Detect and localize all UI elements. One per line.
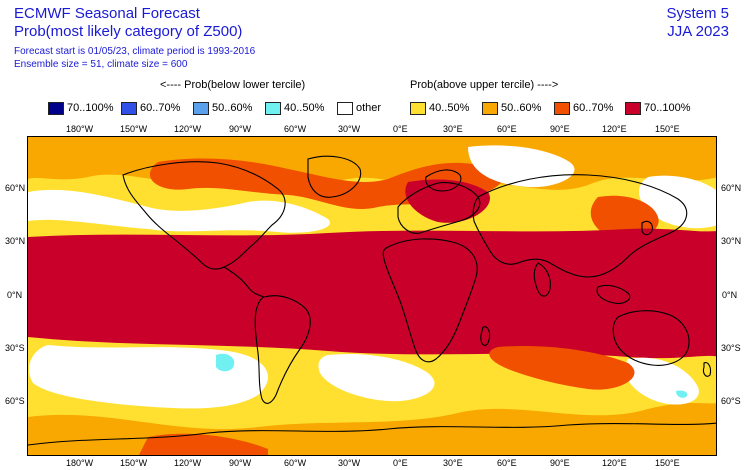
lon-label-bottom: 60°W <box>284 458 307 468</box>
legend-swatch <box>265 101 281 115</box>
lon-label-top: 150°E <box>655 124 680 134</box>
chart-title-block: ECMWF Seasonal Forecast Prob(most likely… <box>14 5 242 41</box>
lon-label-bottom: 30°W <box>338 458 361 468</box>
lon-label-top: 0°E <box>393 124 408 134</box>
legend-label: other <box>356 102 382 114</box>
europe-outline <box>397 182 481 234</box>
africa-outline <box>382 238 478 363</box>
coastlines <box>28 155 716 446</box>
antarctica-outline <box>28 422 716 446</box>
field-white-atlantic <box>28 189 330 233</box>
legend-item-above-60-70: 60..70% <box>554 100 613 116</box>
lat-label-right: 0°N <box>722 290 738 300</box>
legend-item-other: other <box>337 100 381 116</box>
legend-label: 50..60% <box>212 102 253 114</box>
legend-below-heading: <---- Prob(below lower tercile) <box>160 79 306 91</box>
maritime-continent-outline <box>596 284 631 304</box>
legend-item-below-50-60: 50..60% <box>193 100 252 116</box>
legend-item-above-50-60: 50..60% <box>482 100 541 116</box>
legend-above-heading: Prob(above upper tercile) ----> <box>410 79 559 91</box>
lat-label-left: 0°N <box>7 290 23 300</box>
legend-swatch <box>482 101 498 115</box>
lon-label-top: 60°W <box>284 124 307 134</box>
legend-item-above-70-100: 70..100% <box>625 100 690 116</box>
field-south-red-indian <box>489 345 635 390</box>
lon-label-bottom: 30°E <box>443 458 463 468</box>
lon-label-bottom: 90°E <box>550 458 570 468</box>
lon-label-top: 150°W <box>120 124 148 134</box>
legend-label: 70..100% <box>644 102 691 114</box>
legend-label: 50..60% <box>501 102 542 114</box>
season-label: JJA 2023 <box>667 23 729 40</box>
system-label: System 5 <box>666 5 729 22</box>
forecast-info: Forecast start is 01/05/23, climate peri… <box>14 46 256 57</box>
lon-label-top: 120°E <box>602 124 627 134</box>
legend-label: 60..70% <box>140 102 181 114</box>
lon-label-top: 90°W <box>229 124 252 134</box>
lon-label-top: 60°E <box>497 124 517 134</box>
lon-label-top: 180°W <box>66 124 94 134</box>
lat-label-right: 30°S <box>721 343 741 353</box>
field-south-white-atlantic <box>318 353 435 402</box>
north-america-outline <box>122 161 286 270</box>
field-south-red-lower <box>139 433 268 455</box>
lon-label-bottom: 90°W <box>229 458 252 468</box>
lat-label-left: 30°S <box>5 343 25 353</box>
field-south-white-pacific <box>28 345 268 409</box>
lon-label-bottom: 0°E <box>393 458 408 468</box>
india-outline <box>533 262 551 297</box>
lat-label-left: 60°N <box>5 183 26 193</box>
lon-label-bottom: 120°E <box>602 458 627 468</box>
lon-label-bottom: 180°W <box>66 458 94 468</box>
legend-swatch <box>193 101 209 115</box>
field-tropics-upper-edge <box>28 228 716 241</box>
south-america-outline <box>254 295 311 404</box>
lon-label-top: 90°E <box>550 124 570 134</box>
lat-label-left: 60°S <box>5 396 25 406</box>
probability-map <box>27 136 717 456</box>
greenland-outline <box>307 155 362 198</box>
legend-label: 70..100% <box>67 102 114 114</box>
legend-swatch <box>337 101 353 115</box>
lon-label-top: 120°W <box>174 124 202 134</box>
central-america-outline <box>223 266 265 298</box>
lon-label-bottom: 120°W <box>174 458 202 468</box>
madagascar-outline <box>480 326 491 346</box>
legend-label: 40..50% <box>429 102 470 114</box>
scandinavia-outline <box>425 169 462 192</box>
map-canvas <box>28 137 716 455</box>
asia-outline <box>472 174 688 278</box>
legend-swatch <box>48 101 64 115</box>
chart-title: ECMWF Seasonal Forecast <box>14 5 200 22</box>
australia-outline <box>612 310 690 366</box>
lon-label-bottom: 150°E <box>655 458 680 468</box>
legend-label: 60..70% <box>573 102 614 114</box>
lon-label-top: 30°W <box>338 124 361 134</box>
legend-item-below-40-50: 40..50% <box>265 100 324 116</box>
lat-label-right: 30°N <box>721 236 742 246</box>
lat-label-right: 60°S <box>721 396 741 406</box>
chart-subtitle: Prob(most likely category of Z500) <box>14 23 243 40</box>
lon-label-top: 30°E <box>443 124 463 134</box>
lat-label-right: 60°N <box>721 183 742 193</box>
legend-swatch <box>554 101 570 115</box>
lat-label-left: 30°N <box>5 236 26 246</box>
legend-swatch <box>410 101 426 115</box>
legend-item-above-40-50: 40..50% <box>410 100 469 116</box>
new-zealand-outline <box>702 362 712 377</box>
japan-outline <box>641 220 653 236</box>
ensemble-info: Ensemble size = 51, climate size = 600 <box>14 59 188 70</box>
field-cyan-patch-east <box>676 390 688 398</box>
field-north-darkred <box>405 179 490 223</box>
legend-item-below-60-70: 60..70% <box>121 100 180 116</box>
legend-label: 40..50% <box>284 102 325 114</box>
legend-swatch <box>121 101 137 115</box>
field-tropics <box>28 237 716 355</box>
system-info: System 5 JJA 2023 <box>666 5 729 41</box>
legend-item-below-70-100: 70..100% <box>48 100 113 116</box>
field-cyan-patch <box>216 353 235 372</box>
lon-label-bottom: 60°E <box>497 458 517 468</box>
legend-swatch <box>625 101 641 115</box>
lon-label-bottom: 150°W <box>120 458 148 468</box>
